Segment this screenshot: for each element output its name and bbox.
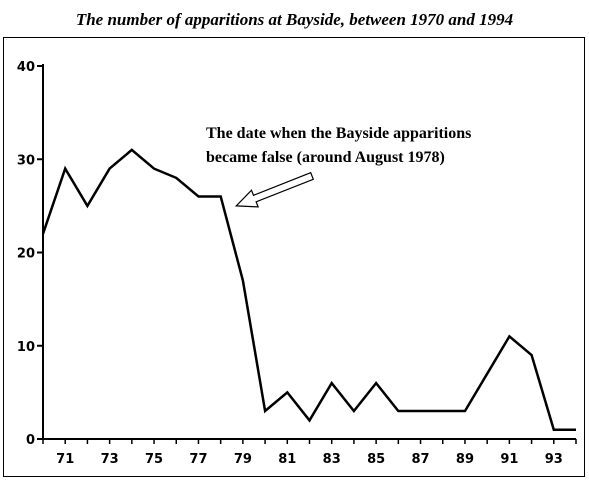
x-tick-label: 93 <box>545 452 563 467</box>
annotation-text: became false (around August 1978) <box>206 149 445 166</box>
y-tick-label: 30 <box>17 153 35 168</box>
y-tick-label: 10 <box>17 340 35 355</box>
x-tick-label: 89 <box>456 452 474 467</box>
x-tick-label: 71 <box>56 452 74 467</box>
x-tick-label: 85 <box>367 452 385 467</box>
x-tick-label: 77 <box>189 452 207 467</box>
x-tick-label: 75 <box>145 452 163 467</box>
outer-border <box>3 37 585 477</box>
y-tick-label: 40 <box>17 60 35 75</box>
x-tick-label: 73 <box>101 452 119 467</box>
axis-ticks: 0 10 20 30 40 71 73 75 77 79 81 83 85 87 89 91 93 <box>17 60 577 467</box>
annotation-text: The date when the Bayside apparitions <box>206 125 471 142</box>
x-tick-label: 91 <box>500 452 518 467</box>
chart-frame <box>3 37 585 477</box>
y-tick-label: 20 <box>17 247 35 262</box>
annotation-arrow <box>234 171 315 208</box>
x-tick-label: 87 <box>411 452 429 467</box>
x-tick-label: 79 <box>234 452 252 467</box>
x-tick-label: 81 <box>278 452 296 467</box>
series-line <box>41 148 576 431</box>
annotation-layer: The date when the Bayside apparitions bec… <box>206 125 471 208</box>
x-tick-label: 83 <box>323 452 341 467</box>
series-layer <box>41 148 577 431</box>
y-tick-label: 0 <box>26 433 35 448</box>
chart-title: The number of apparitions at Bayside, be… <box>75 10 514 29</box>
